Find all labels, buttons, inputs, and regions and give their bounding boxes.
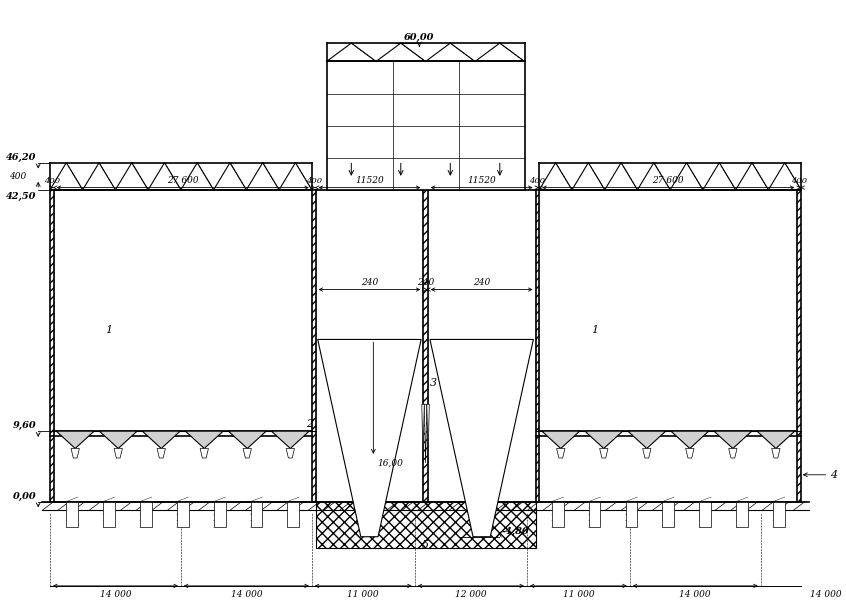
Polygon shape — [142, 431, 180, 449]
Polygon shape — [422, 404, 424, 463]
Text: 46,20: 46,20 — [6, 153, 36, 162]
Polygon shape — [201, 449, 208, 458]
Bar — [50, 190, 53, 501]
Polygon shape — [671, 431, 709, 449]
Bar — [214, 501, 226, 527]
Bar — [312, 190, 316, 501]
Bar — [288, 501, 299, 527]
Text: 27 600: 27 600 — [652, 177, 684, 185]
Bar — [625, 501, 637, 527]
Text: 400: 400 — [44, 177, 60, 185]
Polygon shape — [427, 404, 429, 463]
Text: 16,00: 16,00 — [377, 459, 404, 468]
Polygon shape — [185, 431, 223, 449]
Text: 27 600: 27 600 — [167, 177, 199, 185]
Text: 0,00: 0,00 — [13, 492, 36, 501]
Bar — [552, 501, 563, 527]
Polygon shape — [430, 339, 533, 537]
Text: 400: 400 — [791, 177, 807, 185]
Polygon shape — [772, 449, 780, 458]
Polygon shape — [757, 431, 794, 449]
Text: 4: 4 — [830, 470, 838, 480]
Polygon shape — [272, 431, 310, 449]
Bar — [327, 61, 525, 190]
Polygon shape — [557, 449, 565, 458]
Bar — [423, 190, 428, 501]
Text: 42,50: 42,50 — [6, 192, 36, 201]
Text: 240: 240 — [417, 277, 434, 287]
Text: 11520: 11520 — [355, 177, 384, 185]
Text: 1: 1 — [105, 325, 113, 335]
Text: 11 000: 11 000 — [563, 590, 594, 599]
Text: 14 000: 14 000 — [679, 590, 711, 599]
Polygon shape — [585, 431, 623, 449]
Text: 2: 2 — [306, 419, 313, 429]
Text: 240: 240 — [473, 277, 491, 287]
Polygon shape — [728, 449, 737, 458]
Polygon shape — [318, 339, 421, 537]
Bar — [312, 190, 316, 501]
Text: 11520: 11520 — [467, 177, 496, 185]
Polygon shape — [99, 431, 137, 449]
Polygon shape — [71, 449, 80, 458]
Text: 12 000: 12 000 — [455, 590, 486, 599]
Bar — [177, 501, 189, 527]
Polygon shape — [114, 449, 123, 458]
Bar — [316, 501, 536, 548]
Bar — [423, 190, 428, 501]
Bar — [66, 501, 78, 527]
Text: 240: 240 — [360, 277, 378, 287]
Text: 14 000: 14 000 — [100, 590, 131, 599]
Text: 9,60: 9,60 — [13, 421, 36, 430]
Bar — [536, 190, 539, 501]
Polygon shape — [228, 431, 266, 449]
Text: 400: 400 — [530, 177, 546, 185]
Bar — [103, 501, 115, 527]
Bar — [539, 190, 798, 431]
Text: 400: 400 — [9, 172, 26, 181]
Polygon shape — [643, 449, 651, 458]
Polygon shape — [628, 431, 666, 449]
Bar — [736, 501, 748, 527]
Text: 14 000: 14 000 — [231, 590, 262, 599]
Text: 14 000: 14 000 — [810, 590, 842, 599]
Bar — [250, 501, 262, 527]
Bar — [589, 501, 601, 527]
Bar — [798, 190, 801, 501]
Bar — [700, 501, 711, 527]
Text: 5: 5 — [422, 540, 429, 551]
Bar — [53, 190, 312, 431]
Text: 60,00: 60,00 — [404, 33, 435, 42]
Bar — [773, 501, 785, 527]
Bar — [536, 190, 539, 501]
Polygon shape — [157, 449, 166, 458]
Polygon shape — [714, 431, 752, 449]
Text: -4,80: -4,80 — [502, 527, 530, 536]
Polygon shape — [541, 431, 580, 449]
Text: 1: 1 — [591, 325, 598, 335]
Bar — [316, 501, 536, 548]
Text: 11 000: 11 000 — [348, 590, 379, 599]
Polygon shape — [57, 431, 94, 449]
Bar — [798, 190, 801, 501]
Polygon shape — [685, 449, 694, 458]
Bar — [662, 501, 674, 527]
Polygon shape — [425, 404, 426, 463]
Bar — [140, 501, 151, 527]
Bar — [428, 190, 536, 501]
Polygon shape — [286, 449, 294, 458]
Polygon shape — [600, 449, 608, 458]
Polygon shape — [243, 449, 251, 458]
Bar — [50, 190, 53, 501]
Text: 400: 400 — [305, 177, 321, 185]
Bar — [316, 190, 423, 501]
Text: 3: 3 — [430, 378, 437, 388]
